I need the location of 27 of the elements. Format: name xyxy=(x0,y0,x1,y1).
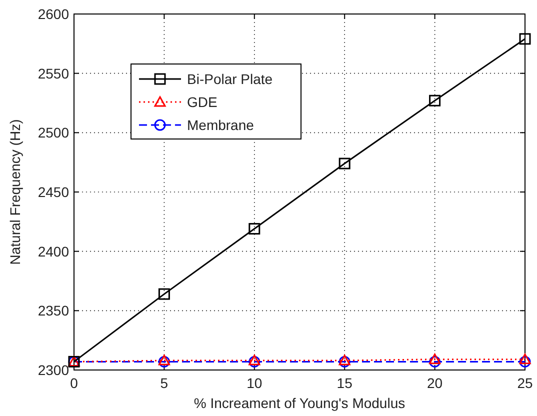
legend-label: Membrane xyxy=(187,117,254,133)
point xyxy=(338,158,350,170)
x-tick-label: 10 xyxy=(246,375,262,391)
point xyxy=(248,223,260,235)
x-tick-label: 20 xyxy=(427,375,443,391)
y-axis-title: Natural Frequency (Hz) xyxy=(7,119,23,265)
x-axis-title: % Increament of Young's Modulus xyxy=(194,395,406,411)
x-tick-label: 5 xyxy=(160,375,168,391)
point xyxy=(429,356,441,368)
y-tick-label: 2400 xyxy=(38,243,70,260)
y-tick-label: 2450 xyxy=(38,184,70,200)
y-tick-label: 2550 xyxy=(38,65,70,82)
point xyxy=(519,354,531,364)
x-tick-label: 0 xyxy=(70,375,78,391)
point xyxy=(519,356,531,368)
y-tick-label: 2300 xyxy=(38,362,70,378)
point xyxy=(429,354,441,364)
point xyxy=(519,33,531,45)
point xyxy=(429,94,441,106)
legend-label: GDE xyxy=(187,94,218,110)
x-tick-label: 25 xyxy=(517,375,533,391)
y-tick-label: 2350 xyxy=(38,302,70,319)
y-tick-label: 2500 xyxy=(38,124,70,141)
legend-label: Bi-Polar Plate xyxy=(187,71,273,87)
x-tick-label: 15 xyxy=(336,375,353,391)
point xyxy=(158,288,170,300)
y-tick-label: 2600 xyxy=(38,6,70,22)
